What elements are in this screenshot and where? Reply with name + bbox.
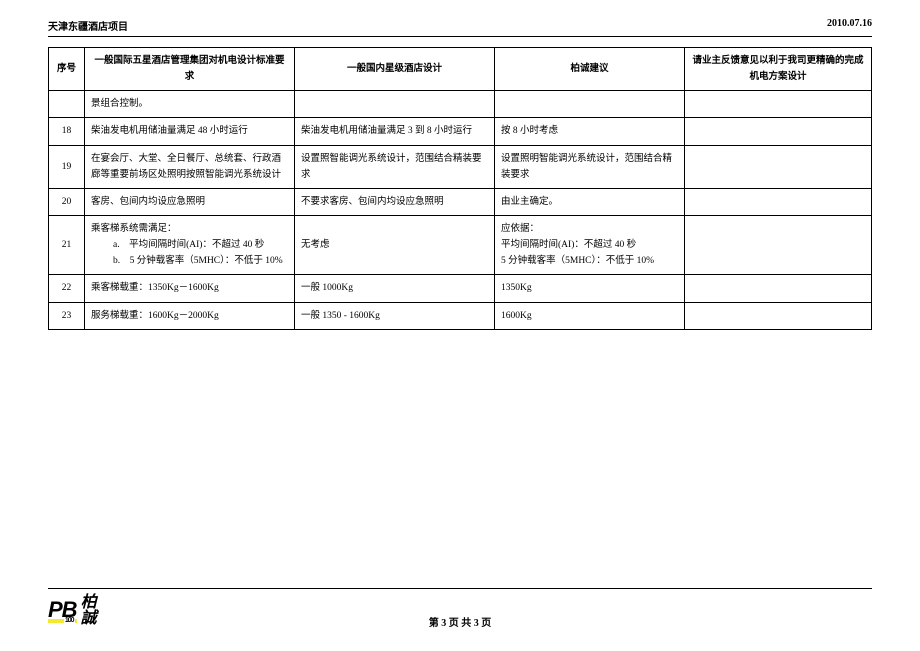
cell-intl-lead: 乘客梯系统需满足： [91, 221, 288, 237]
cell-dom: 一般 1000Kg [295, 275, 495, 302]
col-owner: 请业主反馈意见以利于我司更精确的完成机电方案设计 [685, 48, 872, 91]
cell-bc: 由业主确定。 [495, 188, 685, 215]
cell-intl: 客房、包间内均设应急照明 [85, 188, 295, 215]
cell-bc [495, 91, 685, 118]
list-item: b. 5 分钟载客率（5MHC）：不低于 10% [113, 253, 288, 269]
col-seq: 序号 [49, 48, 85, 91]
table-row: 18 柴油发电机用储油量满足 48 小时运行 柴油发电机用储油量满足 3 到 8… [49, 118, 872, 145]
cell-dom: 柴油发电机用储油量满足 3 到 8 小时运行 [295, 118, 495, 145]
cell-seq [49, 91, 85, 118]
cell-bc-lead: 应依据： [501, 221, 678, 237]
page-header: 天津东疆酒店项目 2010.07.16 [48, 18, 872, 37]
cell-owner [685, 145, 872, 188]
cell-owner [685, 91, 872, 118]
cell-seq: 18 [49, 118, 85, 145]
page-footer: PB 100 柏 誠 第 3 页 共 3 页 [48, 588, 872, 627]
cell-owner [685, 275, 872, 302]
table-row: 21 乘客梯系统需满足： a. 平均间隔时间(AI)：不超过 40 秒 b. 5… [49, 215, 872, 274]
table-row: 景组合控制。 [49, 91, 872, 118]
cell-dom: 设置照智能调光系统设计，范围结合精装要求 [295, 145, 495, 188]
logo-cn-1: 柏 [81, 595, 97, 611]
cell-bc: 设置照明智能调光系统设计，范围结合精装要求 [495, 145, 685, 188]
cell-bc: 1600Kg [495, 302, 685, 329]
list-item: 平均间隔时间(AI)：不超过 40 秒 [501, 237, 678, 253]
cell-intl: 服务梯载重：1600Kg－2000Kg [85, 302, 295, 329]
cell-bc: 按 8 小时考虑 [495, 118, 685, 145]
cell-intl: 乘客梯系统需满足： a. 平均间隔时间(AI)：不超过 40 秒 b. 5 分钟… [85, 215, 295, 274]
cell-intl: 景组合控制。 [85, 91, 295, 118]
cell-seq: 23 [49, 302, 85, 329]
cell-dom: 一般 1350 - 1600Kg [295, 302, 495, 329]
table-row: 22 乘客梯载重：1350Kg－1600Kg 一般 1000Kg 1350Kg [49, 275, 872, 302]
table-header-row: 序号 一般国际五星酒店管理集团对机电设计标准要求 一般国内星级酒店设计 柏诚建议… [49, 48, 872, 91]
cell-owner [685, 118, 872, 145]
cell-seq: 22 [49, 275, 85, 302]
cell-intl: 在宴会厅、大堂、全日餐厅、总统套、行政酒廊等重要前场区处照明按照智能调光系统设计 [85, 145, 295, 188]
cell-bc: 应依据： 平均间隔时间(AI)：不超过 40 秒 5 分钟载客率（5MHC）：不… [495, 215, 685, 274]
cell-owner [685, 302, 872, 329]
col-bc: 柏诚建议 [495, 48, 685, 91]
cell-owner [685, 188, 872, 215]
list-item: 5 分钟载客率（5MHC）：不低于 10% [501, 253, 678, 269]
col-intl: 一般国际五星酒店管理集团对机电设计标准要求 [85, 48, 295, 91]
cell-dom [295, 91, 495, 118]
cell-bc: 1350Kg [495, 275, 685, 302]
project-title: 天津东疆酒店项目 [48, 18, 128, 33]
list-item: a. 平均间隔时间(AI)：不超过 40 秒 [113, 237, 288, 253]
col-dom: 一般国内星级酒店设计 [295, 48, 495, 91]
header-date: 2010.07.16 [827, 18, 872, 33]
cell-seq: 21 [49, 215, 85, 274]
cell-dom: 无考虑 [295, 215, 495, 274]
cell-seq: 19 [49, 145, 85, 188]
table-row: 23 服务梯载重：1600Kg－2000Kg 一般 1350 - 1600Kg … [49, 302, 872, 329]
requirements-table: 序号 一般国际五星酒店管理集团对机电设计标准要求 一般国内星级酒店设计 柏诚建议… [48, 47, 872, 330]
cell-dom: 不要求客房、包间内均设应急照明 [295, 188, 495, 215]
cell-intl: 柴油发电机用储油量满足 48 小时运行 [85, 118, 295, 145]
page-number: 第 3 页 共 3 页 [48, 614, 872, 629]
cell-intl: 乘客梯载重：1350Kg－1600Kg [85, 275, 295, 302]
table-row: 19 在宴会厅、大堂、全日餐厅、总统套、行政酒廊等重要前场区处照明按照智能调光系… [49, 145, 872, 188]
table-row: 20 客房、包间内均设应急照明 不要求客房、包间内均设应急照明 由业主确定。 [49, 188, 872, 215]
cell-seq: 20 [49, 188, 85, 215]
page: 天津东疆酒店项目 2010.07.16 序号 一般国际五星酒店管理集团对机电设计… [0, 0, 920, 651]
cell-owner [685, 215, 872, 274]
cell-intl-list: a. 平均间隔时间(AI)：不超过 40 秒 b. 5 分钟载客率（5MHC）：… [91, 237, 288, 269]
